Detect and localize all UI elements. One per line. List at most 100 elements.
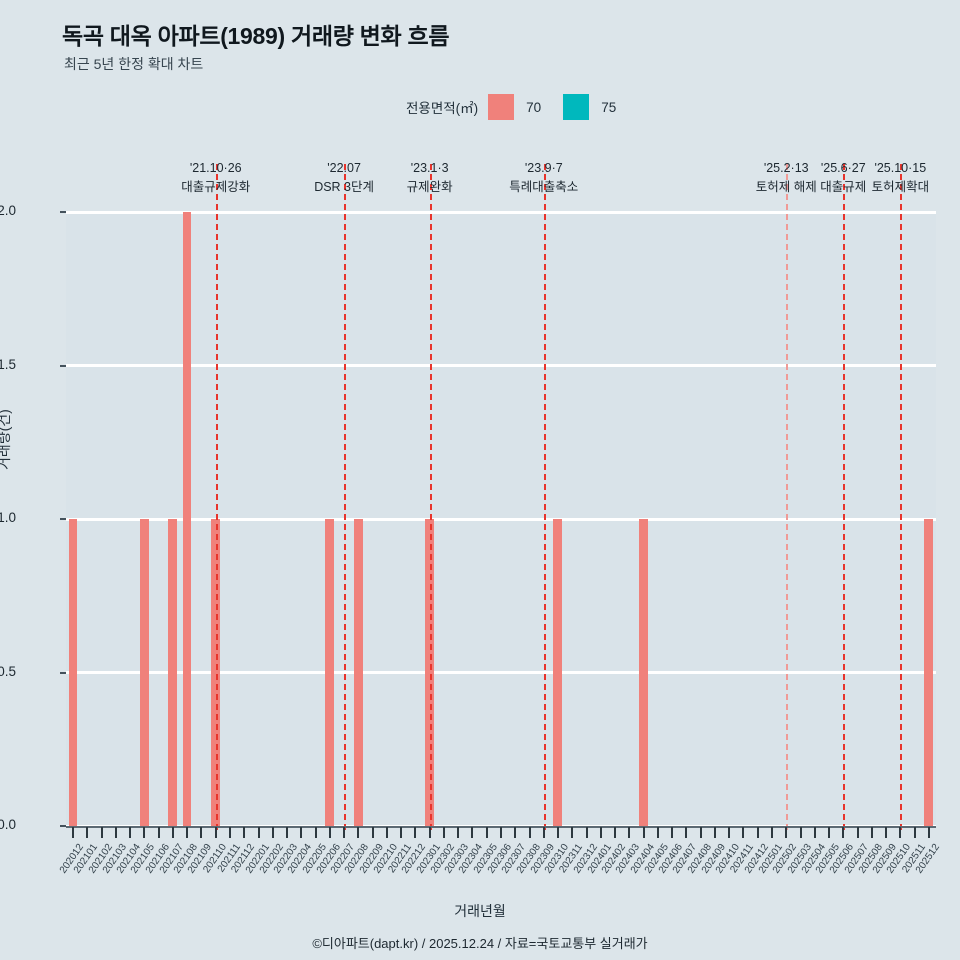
x-axis-tick-mark [628, 827, 631, 838]
x-axis-tick-mark [813, 827, 816, 838]
x-axis-tick-mark [599, 827, 602, 838]
y-axis-tick-mark [60, 211, 66, 213]
x-axis-tick-mark [114, 827, 117, 838]
x-axis-tick-mark [500, 827, 502, 838]
x-axis-tick-mark [414, 827, 417, 838]
y-axis-tick-mark [60, 518, 66, 520]
annotation-label: '21.10·26 대출규제강화 [156, 159, 276, 198]
x-axis-tick-mark [756, 827, 759, 838]
x-axis-tick-mark [171, 827, 174, 838]
x-axis-tick-mark [442, 827, 445, 838]
bar [924, 519, 934, 826]
x-axis-tick-mark [585, 827, 588, 838]
annotation-line [344, 164, 347, 830]
x-axis-tick-mark [770, 827, 773, 838]
bar [168, 519, 178, 826]
x-axis-tick-mark [728, 827, 731, 838]
bar [639, 519, 648, 826]
x-axis-tick-mark [842, 827, 845, 838]
x-axis-tick-mark [614, 827, 617, 838]
x-axis-tick-mark [385, 827, 388, 838]
x-axis-tick-mark [129, 827, 132, 838]
x-axis-tick-mark [557, 827, 560, 838]
x-axis-tick-mark [157, 827, 160, 838]
x-axis-tick-mark [528, 827, 531, 838]
annotation-date: '23.1·3 [410, 161, 449, 175]
annotation-line [543, 164, 546, 830]
x-axis-tick-mark [699, 827, 702, 838]
y-axis-tick-label: 0.0 [0, 817, 16, 832]
x-axis-tick-mark [86, 827, 89, 838]
x-axis-tick-mark [286, 827, 289, 838]
x-axis-tick-mark [357, 827, 360, 838]
annotation-text: DSR 3단계 [314, 180, 375, 195]
x-axis-tick-mark [143, 827, 146, 838]
x-axis-tick-mark [371, 827, 374, 838]
annotation-date: '25.6·27 [820, 161, 866, 175]
annotation-date: '22.07 [327, 161, 361, 175]
x-axis-tick-mark [471, 827, 474, 838]
x-axis-tick-mark [428, 827, 431, 838]
annotation-label: '25.2·13 토허제 해제 [726, 159, 846, 198]
x-axis-tick-mark [899, 827, 902, 838]
x-axis-tick-mark [328, 827, 331, 838]
x-axis-tick-mark [314, 827, 317, 838]
gridline [66, 364, 936, 367]
annotation-label: '25.10·15 토허제확대 [840, 159, 960, 198]
bar [182, 212, 192, 826]
x-axis-tick-mark [485, 827, 488, 838]
bar [353, 519, 363, 826]
footer-credit: ©디아파트(dapt.kr) / 2025.12.24 / 자료=국토교통부 실… [312, 936, 648, 951]
annotation-label: '22.07 DSR 3단계 [284, 159, 404, 198]
x-axis-tick-mark [300, 827, 303, 838]
x-axis-label: 거래년월 [454, 903, 506, 919]
x-axis-tick-mark [685, 827, 688, 838]
x-axis-tick-mark [343, 827, 346, 838]
y-axis-tick-label: 1.0 [0, 510, 16, 525]
x-axis-tick-mark [214, 827, 217, 838]
annotation-label: '23.1·3 규제완화 [370, 159, 490, 198]
x-axis-tick-mark [713, 827, 716, 838]
annotation-text: 규제완화 [406, 180, 453, 195]
x-axis-tick-mark [785, 827, 788, 838]
annotation-line [843, 164, 846, 830]
x-axis-tick-mark [271, 827, 274, 838]
x-axis-tick-mark [100, 827, 103, 838]
x-axis-tick-mark [72, 827, 75, 838]
x-axis-tick-mark [571, 827, 574, 838]
annotation-text: 특례대출축소 [509, 180, 579, 195]
bar [68, 519, 78, 826]
x-axis-tick-mark [542, 827, 545, 838]
legend-label-75: 75 [601, 99, 617, 115]
x-axis-tick-mark [856, 827, 859, 838]
x-axis-tick-mark [799, 827, 802, 838]
y-axis-label: 거래량(건) [0, 409, 12, 470]
plot-area [66, 164, 936, 830]
x-axis-tick-mark [229, 827, 232, 838]
x-axis-tick-mark [927, 827, 930, 838]
x-axis-tick-mark [200, 827, 203, 838]
annotation-line [215, 164, 218, 830]
x-axis-tick-mark [642, 827, 645, 838]
annotation-text: 대출규제 [820, 180, 867, 195]
x-axis-tick-mark [671, 827, 674, 838]
annotation-text: 토허제 해제 [755, 180, 817, 195]
y-axis-tick-label: 1.5 [0, 356, 16, 372]
annotation-text: 대출규제강화 [181, 180, 251, 195]
x-axis-tick-mark [400, 827, 403, 838]
x-axis-tick-mark [257, 827, 260, 838]
legend-swatch-70 [488, 94, 515, 120]
legend: 전용면적(㎡) 70 75 [406, 94, 616, 120]
annotation-line [429, 164, 432, 830]
annotation-date: '21.10·26 [189, 161, 242, 175]
y-axis-tick-mark [60, 364, 66, 367]
x-axis-tick-mark [885, 827, 888, 838]
annotation-label: '25.6·27 대출규제 [783, 159, 903, 198]
gridline [66, 671, 936, 674]
x-axis-tick-mark [514, 827, 517, 838]
gridline [66, 517, 936, 521]
y-axis-tick-label: 2.0 [0, 203, 16, 218]
bar [211, 519, 221, 826]
legend-title: 전용면적(㎡) [406, 101, 479, 116]
